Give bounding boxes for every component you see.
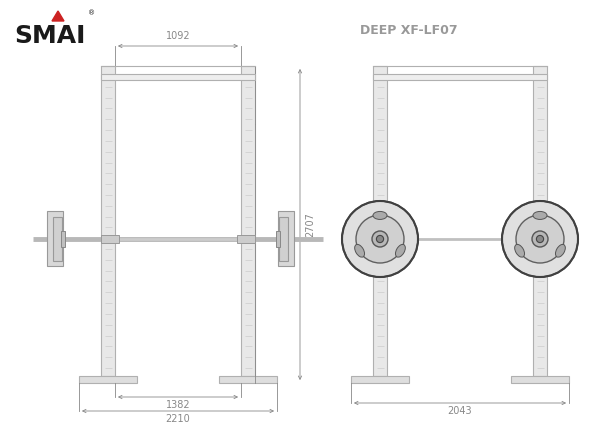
Bar [511, 376, 569, 383]
Bar [241, 66, 255, 376]
Ellipse shape [355, 244, 365, 257]
Text: SMAI: SMAI [14, 24, 85, 48]
Ellipse shape [395, 244, 406, 257]
Circle shape [532, 231, 548, 247]
Text: DEEP XF-LF07: DEEP XF-LF07 [360, 24, 458, 37]
Polygon shape [52, 11, 64, 21]
Bar [219, 376, 277, 383]
Text: 1382: 1382 [166, 400, 190, 410]
Bar [533, 66, 547, 376]
Ellipse shape [556, 244, 565, 257]
Bar [61, 231, 65, 247]
Text: 1092: 1092 [166, 31, 190, 41]
Bar [101, 74, 255, 80]
Circle shape [376, 235, 383, 243]
Ellipse shape [533, 212, 547, 220]
Bar [79, 376, 137, 383]
Circle shape [342, 201, 418, 277]
Circle shape [372, 231, 388, 247]
Bar [53, 217, 62, 261]
Bar [47, 211, 63, 266]
Bar [275, 231, 280, 247]
Bar [101, 66, 115, 376]
Bar [279, 217, 287, 261]
Bar [351, 376, 409, 383]
Circle shape [536, 235, 544, 243]
Circle shape [516, 215, 564, 263]
Bar [278, 211, 294, 266]
Ellipse shape [515, 244, 524, 257]
Text: 2210: 2210 [166, 414, 190, 424]
Bar [237, 235, 255, 243]
Bar [373, 66, 387, 376]
Circle shape [356, 215, 404, 263]
Text: ®: ® [88, 10, 95, 16]
Circle shape [502, 201, 578, 277]
Text: 2043: 2043 [448, 406, 472, 416]
Text: 2707: 2707 [305, 212, 315, 237]
Bar [373, 74, 547, 80]
Bar [101, 235, 119, 243]
Ellipse shape [373, 212, 387, 220]
